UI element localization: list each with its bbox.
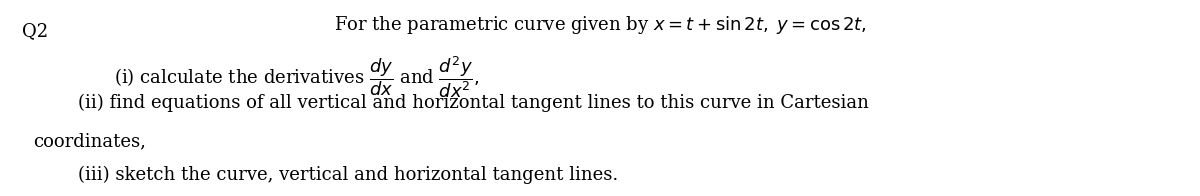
Text: (iii) sketch the curve, vertical and horizontal tangent lines.: (iii) sketch the curve, vertical and hor… (78, 166, 618, 184)
Text: (i) calculate the derivatives $\dfrac{dy}{dx}$ and $\dfrac{d^2y}{dx^2},$: (i) calculate the derivatives $\dfrac{dy… (114, 54, 479, 100)
Text: coordinates,: coordinates, (34, 132, 146, 151)
Text: (ii) find equations of all vertical and horizontal tangent lines to this curve i: (ii) find equations of all vertical and … (78, 94, 869, 112)
Text: Q2: Q2 (22, 22, 48, 40)
Text: For the parametric curve given by $x = t + \sin 2t,\; y = \cos 2t,$: For the parametric curve given by $x = t… (334, 15, 866, 36)
